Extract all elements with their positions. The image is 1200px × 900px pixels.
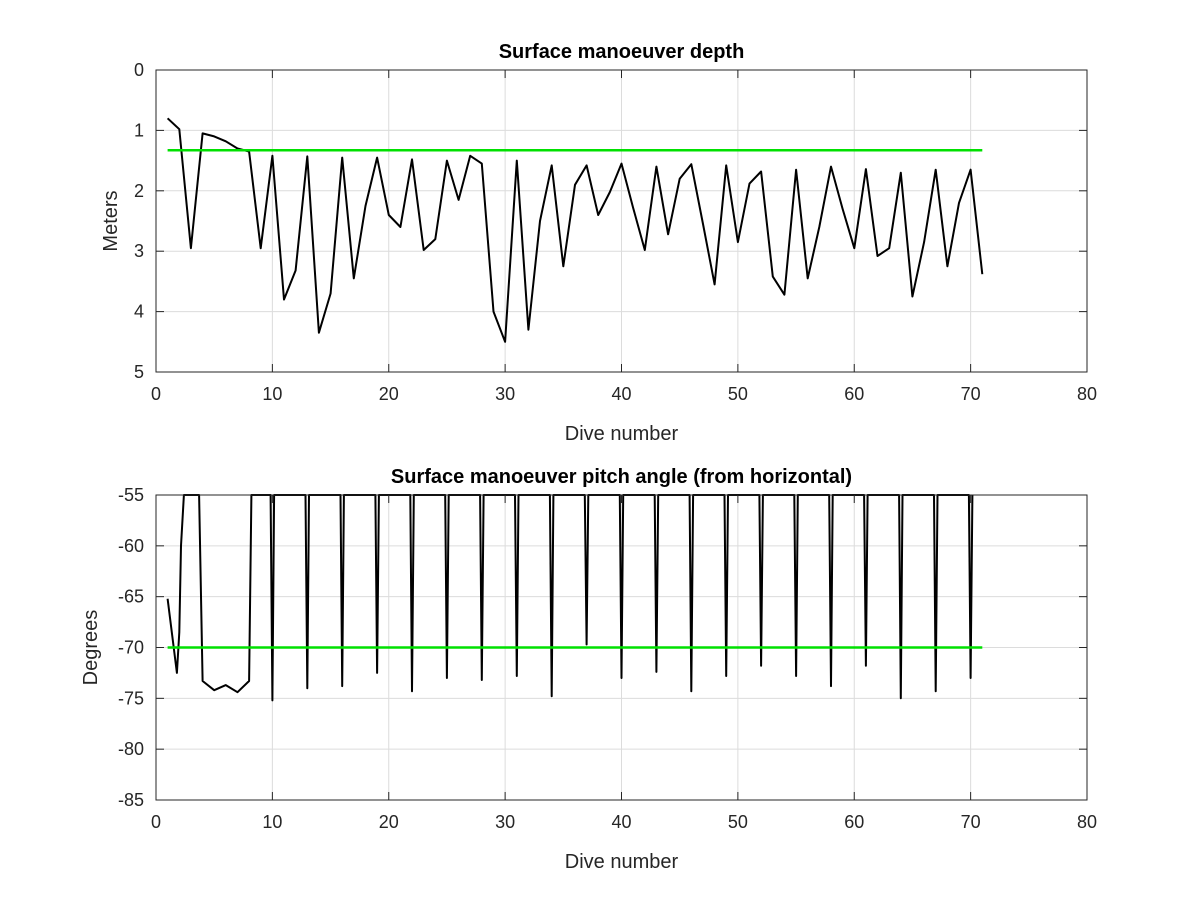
pitch-y-tick-label: -75 (118, 688, 144, 708)
depth-y-tick-label: 5 (134, 362, 144, 382)
depth-y-axis-label: Meters (100, 190, 122, 251)
depth-x-axis-label: Dive number (565, 423, 679, 445)
pitch-y-tick-label: -70 (118, 638, 144, 658)
depth-chart: 0 10 20 30 40 50 60 70 80 0 1 2 3 4 5 Surface manoeuve… (100, 41, 1097, 445)
pitch-x-tick-label: 80 (1077, 812, 1097, 832)
depth-x-tick-label: 70 (961, 384, 981, 404)
pitch-x-tick-label: 40 (611, 812, 631, 832)
pitch-y-tick-label: -80 (118, 739, 144, 759)
pitch-y-tick-label: -60 (118, 536, 144, 556)
depth-y-tick-label: 2 (134, 181, 144, 201)
depth-series-measured-line (166, 117, 984, 343)
pitch-x-tick-label: 0 (151, 812, 161, 832)
depth-y-tick-label: 3 (134, 241, 144, 261)
pitch-y-axis-label: Degrees (80, 610, 102, 686)
depth-x-tick-label: 50 (728, 384, 748, 404)
pitch-x-tick-label: 20 (379, 812, 399, 832)
pitch-x-tick-label: 30 (495, 812, 515, 832)
pitch-y-tick-label: -55 (118, 485, 144, 505)
depth-x-tick-label: 60 (844, 384, 864, 404)
pitch-x-tick-label: 10 (262, 812, 282, 832)
depth-x-tick-label: 40 (611, 384, 631, 404)
depth-x-tick-label: 20 (379, 384, 399, 404)
depth-chart-title: Surface manoeuver depth (499, 41, 745, 63)
pitch-chart-title: Surface manoeuver pitch angle (from hori… (391, 466, 852, 488)
depth-x-tick-label: 0 (151, 384, 161, 404)
pitch-x-axis-label: Dive number (565, 851, 679, 873)
pitch-x-tick-label: 50 (728, 812, 748, 832)
pitch-x-tick-label: 70 (961, 812, 981, 832)
depth-y-tick-label: 4 (134, 302, 144, 322)
depth-x-tick-label: 80 (1077, 384, 1097, 404)
pitch-chart: 0 10 20 30 40 50 60 70 80 -55 -60 -65 -70 -75 -80 -85 S… (80, 466, 1097, 873)
depth-y-tick-label: 1 (134, 120, 144, 140)
depth-x-tick-label: 10 (262, 384, 282, 404)
pitch-y-tick-label: -65 (118, 587, 144, 607)
pitch-y-tick-label: -85 (118, 790, 144, 810)
pitch-x-tick-label: 60 (844, 812, 864, 832)
depth-y-tick-label: 0 (134, 60, 144, 80)
depth-x-tick-label: 30 (495, 384, 515, 404)
pitch-series-measured-line (166, 494, 974, 702)
